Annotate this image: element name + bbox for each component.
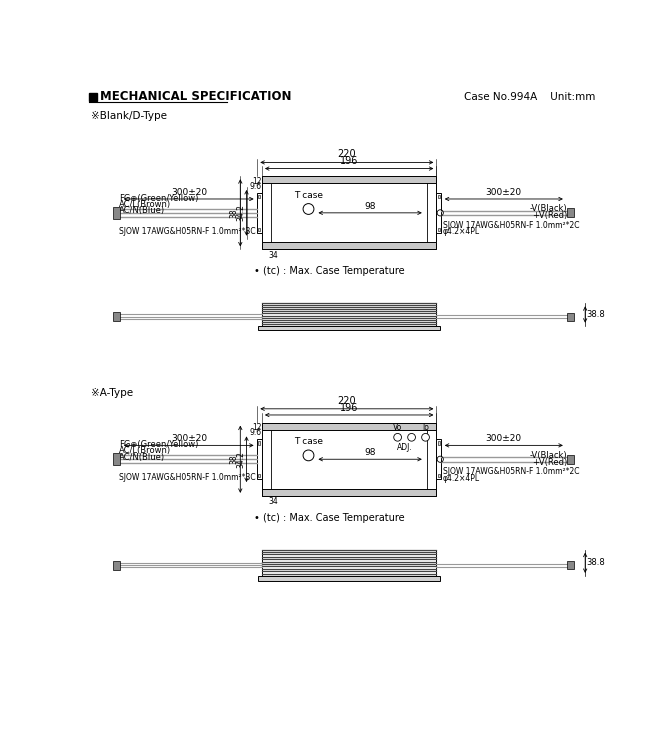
- Circle shape: [408, 433, 415, 441]
- Bar: [257, 193, 262, 233]
- Circle shape: [303, 450, 314, 461]
- Text: Io: Io: [422, 423, 429, 432]
- Bar: [258, 227, 261, 231]
- Text: ADJ.: ADJ.: [397, 443, 413, 452]
- Bar: [438, 442, 440, 444]
- Text: SJOW 17AWG&H05RN-F 1.0mm²*3C: SJOW 17AWG&H05RN-F 1.0mm²*3C: [119, 473, 256, 482]
- Text: φ4.2×4PL: φ4.2×4PL: [443, 474, 480, 483]
- Bar: [262, 176, 436, 249]
- Bar: [567, 561, 574, 569]
- Bar: [258, 576, 440, 580]
- Text: 34.2: 34.2: [236, 205, 245, 221]
- Text: T case: T case: [294, 437, 323, 446]
- Text: ※A-Type: ※A-Type: [92, 388, 133, 398]
- Text: AC/N(Blue): AC/N(Blue): [119, 452, 165, 461]
- Text: 38.8: 38.8: [587, 558, 606, 567]
- Bar: [262, 423, 436, 430]
- Text: Vo: Vo: [393, 423, 402, 432]
- Bar: [567, 455, 574, 464]
- Bar: [262, 550, 436, 576]
- Text: 34.2: 34.2: [236, 451, 245, 468]
- Text: tc: tc: [305, 451, 312, 460]
- Text: 34: 34: [268, 497, 278, 507]
- Text: SJOW 17AWG&H05RN-F 1.0mm²*2C: SJOW 17AWG&H05RN-F 1.0mm²*2C: [443, 221, 579, 230]
- Text: 9.6: 9.6: [249, 182, 261, 191]
- Text: 9.6: 9.6: [249, 428, 261, 437]
- Text: φ4.2×4PL: φ4.2×4PL: [443, 227, 480, 236]
- Text: 34: 34: [268, 251, 278, 260]
- Bar: [567, 313, 574, 321]
- Text: 12: 12: [252, 177, 261, 186]
- Bar: [258, 325, 440, 330]
- Text: 220: 220: [338, 395, 356, 406]
- Bar: [113, 561, 120, 569]
- Text: FG⊕(Green/Yellow): FG⊕(Green/Yellow): [119, 440, 199, 450]
- Bar: [113, 453, 120, 466]
- Bar: [436, 193, 441, 233]
- Text: 300±20: 300±20: [171, 188, 207, 197]
- Bar: [262, 176, 436, 183]
- Text: AC/L(Brown): AC/L(Brown): [119, 200, 172, 209]
- Text: 300±20: 300±20: [485, 434, 521, 443]
- Text: tc: tc: [305, 205, 312, 213]
- Text: MECHANICAL SPECIFICATION: MECHANICAL SPECIFICATION: [100, 91, 291, 104]
- Text: T case: T case: [294, 191, 323, 200]
- Text: SJOW 17AWG&H05RN-F 1.0mm²*3C: SJOW 17AWG&H05RN-F 1.0mm²*3C: [119, 227, 256, 235]
- Bar: [262, 489, 436, 496]
- Bar: [438, 474, 440, 477]
- Text: 300±20: 300±20: [485, 188, 521, 197]
- Bar: [262, 303, 436, 325]
- Bar: [438, 227, 440, 231]
- Bar: [89, 93, 97, 101]
- Bar: [436, 439, 441, 480]
- Text: +V(Red): +V(Red): [532, 211, 567, 221]
- Text: AC/L(Brown): AC/L(Brown): [119, 447, 172, 455]
- Bar: [113, 207, 120, 219]
- Text: FG⊕(Green/Yellow): FG⊕(Green/Yellow): [119, 194, 199, 202]
- Text: 196: 196: [340, 156, 358, 166]
- Text: 220: 220: [338, 149, 356, 159]
- Bar: [113, 312, 120, 322]
- Text: -V(Black): -V(Black): [530, 451, 567, 460]
- Text: Case No.994A    Unit:mm: Case No.994A Unit:mm: [464, 92, 595, 102]
- Circle shape: [394, 433, 401, 441]
- Text: 38: 38: [230, 455, 239, 464]
- Text: • (tc) : Max. Case Temperature: • (tc) : Max. Case Temperature: [254, 512, 405, 523]
- Circle shape: [303, 204, 314, 214]
- Bar: [258, 195, 261, 198]
- Text: +V(Red): +V(Red): [532, 458, 567, 467]
- Text: SJOW 17AWG&H05RN-F 1.0mm²*2C: SJOW 17AWG&H05RN-F 1.0mm²*2C: [443, 467, 579, 476]
- Text: -V(Black): -V(Black): [530, 205, 567, 213]
- Text: 12: 12: [252, 423, 261, 433]
- Bar: [257, 439, 262, 480]
- Bar: [262, 423, 436, 496]
- Bar: [258, 474, 261, 477]
- Bar: [438, 195, 440, 198]
- Text: 38.8: 38.8: [587, 310, 606, 319]
- Text: 196: 196: [340, 403, 358, 413]
- Bar: [567, 208, 574, 217]
- Text: • (tc) : Max. Case Temperature: • (tc) : Max. Case Temperature: [254, 266, 405, 276]
- Text: 98: 98: [364, 448, 376, 457]
- Text: 98: 98: [364, 202, 376, 211]
- Text: 300±20: 300±20: [171, 434, 207, 443]
- Circle shape: [421, 433, 429, 441]
- Bar: [258, 442, 261, 444]
- Bar: [262, 243, 436, 249]
- Text: 38: 38: [230, 208, 239, 218]
- Text: ※Blank/D-Type: ※Blank/D-Type: [92, 111, 168, 121]
- Text: AC/N(Blue): AC/N(Blue): [119, 206, 165, 215]
